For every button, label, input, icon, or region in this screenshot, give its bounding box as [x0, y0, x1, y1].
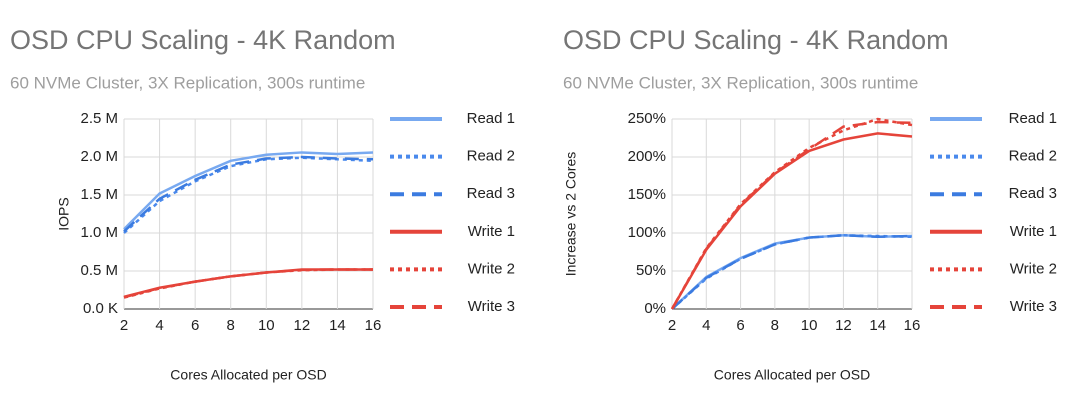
- chart-title: OSD CPU Scaling - 4K Random: [10, 25, 396, 55]
- x-tick-label: 12: [294, 317, 311, 334]
- x-tick-label: 14: [869, 317, 886, 334]
- x-tick-label: 6: [191, 317, 199, 334]
- y-tick-label: 150%: [628, 186, 666, 203]
- x-tick-label: 2: [668, 317, 676, 334]
- chart-subtitle: 60 NVMe Cluster, 3X Replication, 300s ru…: [563, 73, 918, 92]
- x-tick-label: 2: [120, 317, 128, 334]
- y-axis-title: IOPS: [56, 197, 72, 230]
- x-tick-label: 16: [365, 317, 382, 334]
- legend-label: Read 2: [467, 148, 515, 165]
- x-tick-label: 10: [258, 317, 275, 334]
- x-tick-label: 8: [771, 317, 779, 334]
- x-axis-title: Cores Allocated per OSD: [714, 367, 870, 383]
- y-tick-label: 2.5 M: [80, 110, 118, 127]
- x-axis-title: Cores Allocated per OSD: [170, 367, 326, 383]
- series-line: [671, 234, 913, 310]
- x-tick-label: 16: [904, 317, 921, 334]
- y-tick-label: 0.0 K: [83, 300, 118, 317]
- legend-label: Read 3: [1009, 185, 1057, 202]
- chart-title: OSD CPU Scaling - 4K Random: [563, 25, 949, 55]
- chart-subtitle: 60 NVMe Cluster, 3X Replication, 300s ru…: [10, 73, 365, 92]
- legend-label: Write 1: [1010, 223, 1057, 240]
- series-line: [670, 120, 913, 310]
- y-tick-label: 1.5 M: [80, 186, 118, 203]
- y-tick-label: 200%: [628, 148, 666, 165]
- x-tick-label: 14: [329, 317, 346, 334]
- legend-label: Read 1: [467, 110, 515, 127]
- y-tick-label: 0%: [644, 300, 666, 317]
- legend-label: Read 2: [1009, 148, 1057, 165]
- legend-label: Write 2: [468, 260, 515, 277]
- y-tick-label: 1.0 M: [80, 224, 118, 241]
- series-line: [123, 268, 373, 299]
- legend-label: Write 1: [468, 223, 515, 240]
- y-axis-title: Increase vs 2 Cores: [563, 152, 579, 277]
- series-line: [123, 151, 374, 231]
- x-tick-label: 8: [227, 317, 235, 334]
- legend-label: Write 3: [468, 298, 515, 315]
- legend-label: Read 1: [1009, 110, 1057, 127]
- chart: OSD CPU Scaling - 4K Random 60 NVMe Clust…: [563, 25, 1057, 383]
- y-tick-label: 50%: [636, 262, 666, 279]
- x-tick-label: 10: [801, 317, 818, 334]
- x-tick-label: 12: [835, 317, 852, 334]
- series-line: [670, 117, 913, 310]
- x-tick-label: 4: [702, 317, 710, 334]
- legend-label: Write 3: [1010, 298, 1057, 315]
- y-tick-label: 100%: [628, 224, 666, 241]
- x-tick-label: 4: [155, 317, 163, 334]
- x-tick-label: 6: [736, 317, 744, 334]
- legend-label: Read 3: [467, 185, 515, 202]
- series-line: [123, 268, 373, 299]
- series-line: [123, 155, 374, 233]
- y-tick-label: 0.5 M: [80, 262, 118, 279]
- y-tick-label: 2.0 M: [80, 148, 118, 165]
- chart: OSD CPU Scaling - 4K Random 60 NVMe Clust…: [10, 25, 515, 383]
- y-tick-label: 250%: [628, 110, 666, 127]
- legend-label: Write 2: [1010, 260, 1057, 277]
